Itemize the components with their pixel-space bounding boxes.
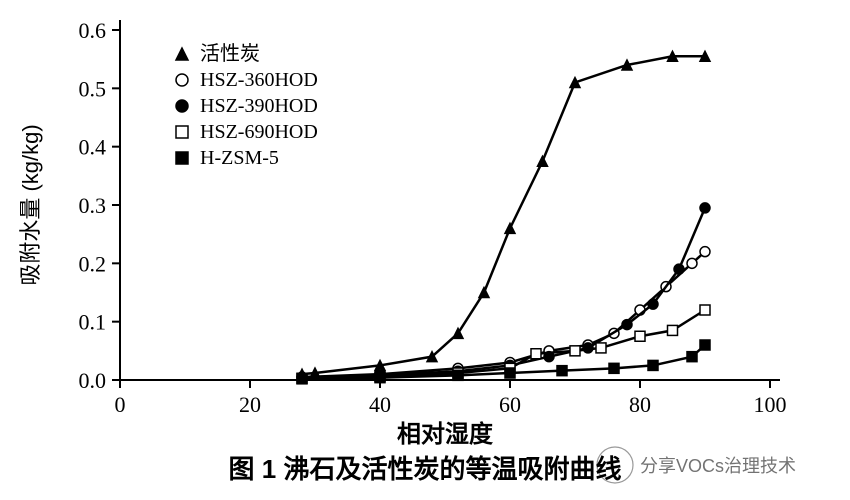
- marker-triangle: [176, 48, 188, 60]
- marker-circle-open: [700, 247, 710, 257]
- marker-square-filled: [453, 370, 463, 380]
- marker-circle-open: [687, 258, 697, 268]
- chart-svg: 0 20 40 60 80 100 0.0 0.1 0.2 0.3 0.4 0.5 0.6 吸附水量 (k…: [0, 0, 850, 500]
- marker-square-filled: [375, 373, 385, 383]
- x-tick-label: 40: [369, 392, 391, 417]
- marker-square-open: [596, 343, 606, 353]
- chart-container: 0 20 40 60 80 100 0.0 0.1 0.2 0.3 0.4 0.5 0.6 吸附水量 (k…: [0, 0, 850, 500]
- marker-square-open: [700, 305, 710, 315]
- marker-circle-filled: [176, 100, 188, 112]
- marker-circle-filled: [648, 299, 658, 309]
- x-tick-label: 20: [239, 392, 261, 417]
- marker-square-filled: [609, 363, 619, 373]
- marker-circle-filled: [674, 264, 684, 274]
- marker-square-open: [635, 331, 645, 341]
- x-tick-label: 80: [629, 392, 651, 417]
- marker-square-filled: [557, 366, 567, 376]
- marker-circle-filled: [622, 320, 632, 330]
- x-tick-label: 100: [754, 392, 787, 417]
- marker-triangle: [538, 156, 548, 166]
- y-tick-label: 0.3: [79, 193, 107, 218]
- figure-caption: 图 1 沸石及活性炭的等温吸附曲线: [229, 454, 622, 484]
- marker-triangle: [505, 223, 515, 233]
- marker-circle-open: [176, 74, 188, 86]
- marker-square-filled: [700, 340, 710, 350]
- marker-square-filled: [687, 352, 697, 362]
- marker-square-open: [531, 349, 541, 359]
- marker-square-open: [570, 346, 580, 356]
- marker-square-open: [668, 325, 678, 335]
- marker-circle-filled: [700, 203, 710, 213]
- marker-square-open: [176, 126, 188, 138]
- marker-square-filled: [176, 152, 188, 164]
- y-tick-label: 0.4: [79, 135, 107, 160]
- marker-triangle: [479, 288, 489, 298]
- series-line-2: [302, 208, 705, 377]
- series-line-0: [302, 56, 705, 374]
- y-tick-label: 0.1: [79, 310, 107, 335]
- y-axis-label: 吸附水量 (kg/kg): [18, 124, 43, 285]
- watermark-text: 分享VOCs治理技术: [640, 456, 796, 476]
- y-tick-label: 0.6: [79, 18, 107, 43]
- x-tick-label: 60: [499, 392, 521, 417]
- x-tick-label: 0: [115, 392, 126, 417]
- marker-square-filled: [648, 360, 658, 370]
- series-line-1: [302, 252, 705, 377]
- legend-item-2: HSZ-390HOD: [200, 95, 318, 117]
- x-axis-label: 相对湿度: [397, 420, 494, 448]
- y-tick-label: 0.2: [79, 251, 107, 276]
- legend-item-4: H-ZSM-5: [200, 147, 279, 169]
- marker-square-filled: [297, 374, 307, 384]
- legend-item-1: HSZ-360HOD: [200, 69, 318, 91]
- y-tick-label: 0.5: [79, 76, 107, 101]
- y-tick-label: 0.0: [79, 368, 107, 393]
- legend-item-0: 活性炭: [200, 42, 260, 65]
- marker-square-filled: [505, 368, 515, 378]
- legend-item-3: HSZ-690HOD: [200, 121, 318, 143]
